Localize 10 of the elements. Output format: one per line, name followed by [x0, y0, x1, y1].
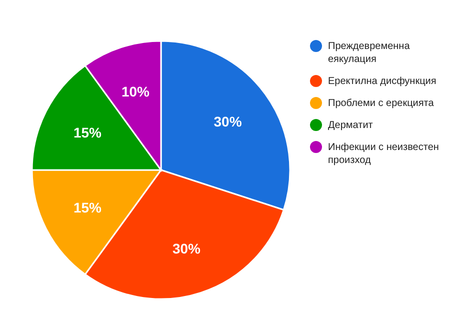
data-label: 15% — [73, 199, 102, 216]
data-label: 15% — [73, 124, 102, 141]
legend-label: Еректилна дисфункция — [328, 76, 436, 86]
data-label: 30% — [214, 113, 242, 130]
legend-label: Инфекции с неизвестен произход — [328, 142, 439, 166]
data-label: 10% — [121, 83, 150, 100]
data-label: 30% — [172, 240, 202, 257]
legend-label: Проблеми с ерекцията — [328, 98, 434, 108]
legend-label: Преждевременна еякулация — [328, 40, 410, 64]
legend-label: Дерматит — [328, 120, 374, 130]
